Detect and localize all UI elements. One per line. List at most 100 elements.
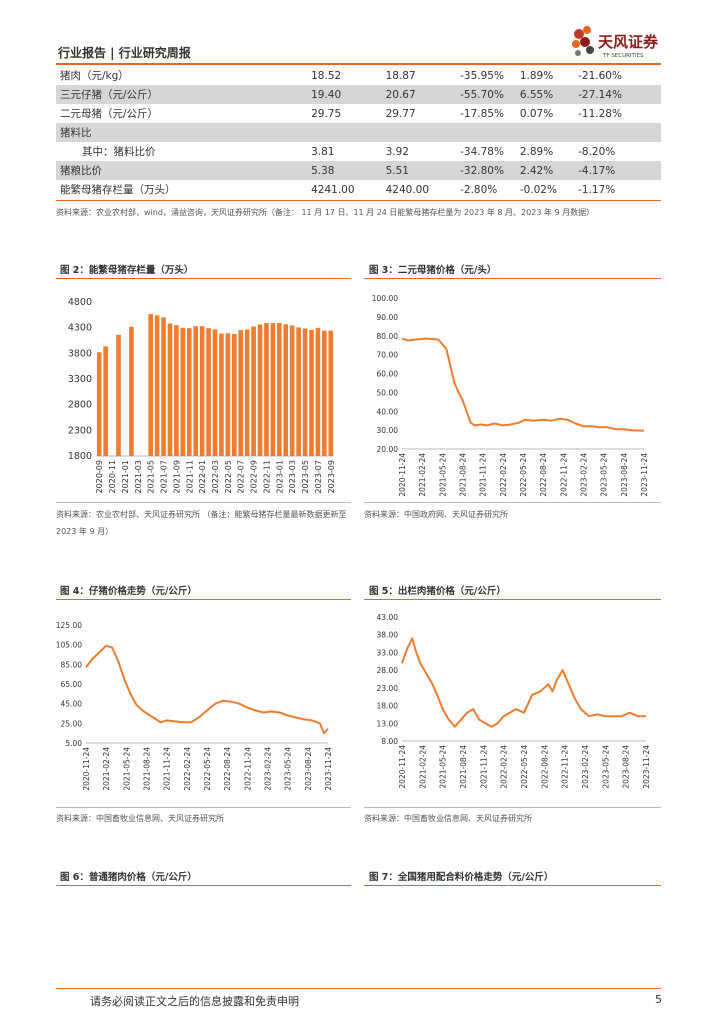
bar bbox=[193, 326, 199, 456]
y-tick-label: 43.00 bbox=[377, 613, 399, 622]
row-label: 能繁母猪存栏量（万头） bbox=[60, 184, 176, 196]
y-tick-label: 5.00 bbox=[65, 739, 82, 748]
y-tick-label: 25.00 bbox=[61, 719, 83, 728]
fig2-bottom-rule bbox=[56, 502, 351, 503]
bar bbox=[296, 327, 301, 456]
footer-rule bbox=[56, 988, 661, 989]
row-cell: 2.42% bbox=[519, 161, 579, 180]
table-note: 资料来源：农业农村部，wind，涌益咨询，天风证券研究所（备注： 11 月 17… bbox=[56, 208, 595, 217]
row-cell: 29.75 bbox=[311, 107, 342, 120]
row-cell: 4240.00 bbox=[385, 183, 430, 196]
y-tick-label: 80.00 bbox=[377, 332, 399, 341]
bar bbox=[302, 328, 308, 456]
row-label: 猪料比 bbox=[56, 123, 312, 142]
y-tick-label: 2800 bbox=[68, 400, 92, 411]
tf-securities-logo: 天风证券 TF SECURITIES bbox=[572, 26, 659, 59]
x-tick-label: 2021-02-24 bbox=[418, 453, 427, 497]
table-bottom-rule bbox=[56, 200, 661, 201]
fig3-source: 资料来源：中国政府网、天风证券研究所 bbox=[364, 510, 508, 519]
y-tick-label: 50.00 bbox=[377, 388, 399, 397]
fig5-title: 图 5：出栏肉猪价格（元/公斤） bbox=[369, 586, 506, 597]
fig4-title: 图 4：仔猪价格走势（元/公斤） bbox=[60, 586, 197, 597]
logo-en-text: TF SECURITIES bbox=[602, 53, 644, 59]
y-tick-label: 23.00 bbox=[377, 684, 399, 693]
bar bbox=[270, 323, 276, 456]
y-tick-label: 45.00 bbox=[61, 700, 83, 709]
table-row: 猪粮比价 5.38 5.51 -32.80% 2.42% -4.17% bbox=[56, 161, 661, 180]
bar bbox=[328, 330, 334, 456]
fig2-title-rule bbox=[56, 278, 351, 279]
x-tick-label: 2023-03 bbox=[288, 460, 297, 493]
x-tick-label: 2023-09 bbox=[327, 460, 336, 493]
bar bbox=[251, 326, 256, 456]
x-tick-label: 2021-05-24 bbox=[439, 745, 448, 789]
y-tick-label: 60.00 bbox=[377, 370, 399, 379]
table-row: 猪料比 bbox=[56, 123, 661, 142]
x-tick-label: 2023-08-24 bbox=[622, 745, 631, 789]
table-row: 其中：猪料比价 3.81 3.92 -34.78% 2.89% -8.20% bbox=[56, 142, 661, 161]
table-row: 能繁母猪存栏量（万头） 4241.00 4240.00 -2.80% -0.02% -1.… bbox=[56, 180, 661, 199]
x-tick-label: 2021-08-24 bbox=[143, 747, 152, 791]
series-line bbox=[401, 337, 645, 432]
x-tick-label: 2022-05-24 bbox=[203, 747, 212, 791]
fig5-bottom-rule bbox=[364, 807, 661, 808]
bar bbox=[264, 323, 269, 456]
row-cell: -32.80% bbox=[460, 161, 520, 180]
fig3-chart: 20.00 30.00 40.00 50.00 60.00 70.00 80.00 90.00… bbox=[372, 294, 649, 497]
bar bbox=[231, 333, 237, 456]
row-label: 三元仔猪（元/公斤） bbox=[56, 85, 312, 104]
bar bbox=[322, 330, 327, 456]
y-tick-label: 125.00 bbox=[56, 621, 82, 630]
row-cell bbox=[311, 123, 386, 142]
bar bbox=[315, 327, 321, 456]
x-tick-label: 2023-11-24 bbox=[640, 453, 649, 497]
fig2-title: 图 2：能繁母猪存栏量（万头） bbox=[60, 265, 194, 276]
price-table: 猪肉（元/kg） 18.52 18.87 -35.95% 1.89% -21.60% 三元仔… bbox=[56, 66, 661, 199]
bar bbox=[206, 328, 211, 456]
bar bbox=[277, 323, 282, 456]
logo-cn-text: 天风证券 bbox=[598, 33, 659, 51]
fig5-chart: 8.00 13.00 18.00 23.00 28.00 33.00 38.00 43.00 2… bbox=[377, 613, 651, 789]
bar bbox=[225, 333, 231, 456]
row-cell: -21.60% bbox=[578, 69, 622, 82]
row-cell: -34.78% bbox=[460, 145, 504, 158]
bar bbox=[129, 326, 134, 456]
x-tick-label: 2021-02-24 bbox=[418, 745, 427, 789]
bar bbox=[180, 327, 186, 456]
table-row: 三元仔猪（元/公斤） 19.40 20.67 -55.70% 6.55% -27.14% bbox=[56, 85, 661, 104]
fig2-source: 资料来源：农业农村部、天风证券研究所 （备注：能繁母猪存栏量最新数据更新至 20… bbox=[56, 510, 347, 536]
fig3-bottom-rule bbox=[364, 502, 661, 503]
bar bbox=[289, 325, 295, 456]
bar bbox=[174, 325, 179, 456]
x-tick-label: 2021-07 bbox=[160, 460, 169, 493]
fig4-chart: 5.00 25.00 45.00 65.00 85.00 105.00 125.00 2020… bbox=[56, 621, 333, 791]
x-tick-label: 2022-09 bbox=[250, 460, 259, 493]
y-tick-label: 70.00 bbox=[377, 351, 399, 360]
x-tick-label: 2023-07 bbox=[314, 460, 323, 493]
footer-disclaimer: 请务必阅读正文之后的信息披露和免责申明 bbox=[90, 995, 299, 1008]
fig7-title: 图 7：全国猪用配合料价格走势（元/公斤） bbox=[369, 872, 554, 883]
x-tick-label: 2023-05-24 bbox=[600, 453, 609, 497]
row-cell: -0.02% bbox=[519, 183, 557, 196]
row-label: 其中：猪料比价 bbox=[82, 146, 156, 158]
row-cell: 20.67 bbox=[385, 85, 461, 104]
y-tick-label: 8.00 bbox=[381, 737, 398, 746]
x-tick-label: 2021-09 bbox=[172, 460, 181, 493]
bar bbox=[199, 326, 205, 456]
bar bbox=[283, 324, 289, 456]
x-tick-label: 2021-11 bbox=[185, 460, 194, 493]
x-tick-label: 2021-01 bbox=[121, 460, 130, 493]
x-tick-label: 2022-03 bbox=[211, 460, 220, 493]
row-cell: -55.70% bbox=[460, 85, 520, 104]
y-tick-label: 3300 bbox=[68, 374, 92, 385]
bar bbox=[154, 315, 160, 456]
bar bbox=[244, 329, 250, 456]
y-tick-label: 30.00 bbox=[377, 426, 399, 435]
row-label: 猪粮比价 bbox=[56, 161, 312, 180]
x-tick-label: 2021-02-24 bbox=[102, 747, 111, 791]
row-cell: 19.40 bbox=[311, 85, 386, 104]
row-cell: -17.85% bbox=[460, 107, 504, 120]
row-cell: 3.81 bbox=[311, 145, 335, 158]
row-label: 猪肉（元/kg） bbox=[60, 70, 129, 82]
y-tick-label: 38.00 bbox=[377, 631, 399, 640]
